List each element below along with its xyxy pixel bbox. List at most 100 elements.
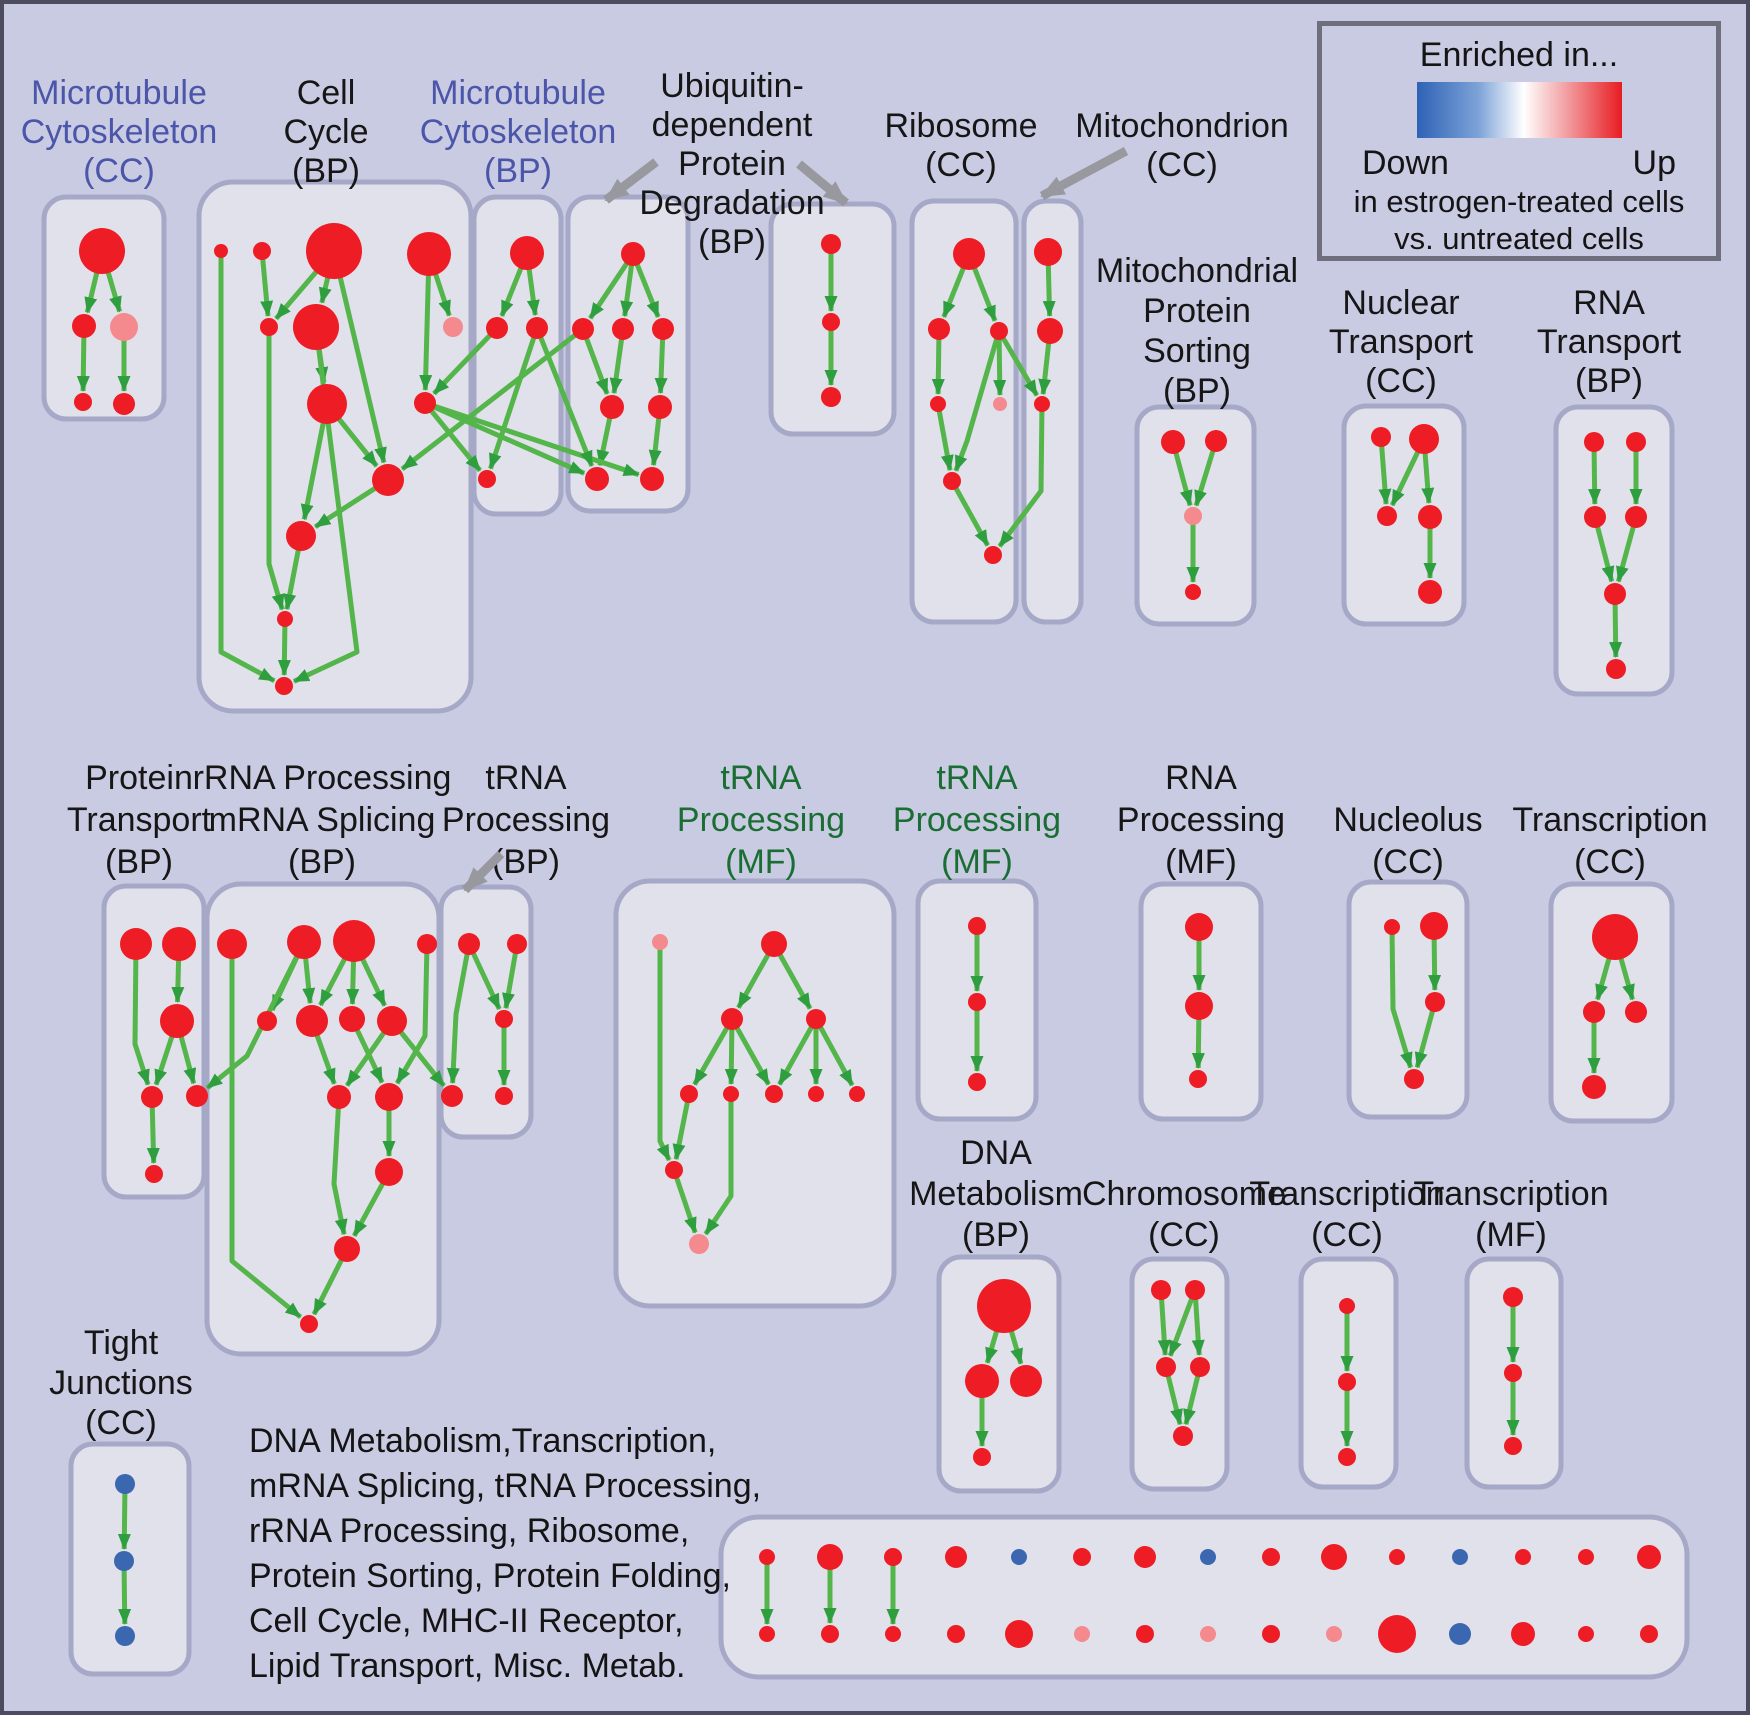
label-pointer-arrow [796,160,849,207]
go-term-node-prottrans-3 [141,1086,163,1108]
cluster-label-line: Nucleolus [1333,801,1482,839]
cluster-label-line: Cell [297,74,356,112]
cluster-label-line: Cytoskeleton [420,113,617,151]
cluster-label-line: RNA [1573,284,1645,322]
go-term-node-bottombox-28 [1637,1545,1661,1569]
cluster-box-mito [1021,198,1084,625]
go-term-node-ubiq-1 [572,318,594,340]
go-term-node-rnatrans-4 [1604,583,1626,605]
edge-arrow [1378,436,1392,505]
go-term-node-bottombox-24 [1515,1549,1531,1565]
go-term-node-ribosome-0 [953,238,985,270]
cluster-label-line: Cycle [283,113,368,151]
cluster-label-line: Protein [85,759,193,797]
edge-arrow [534,327,595,467]
cluster-label-line: mRNA Splicing [209,801,436,839]
cluster-label-line: (MF) [725,843,797,881]
cluster-label-line: rRNA Processing [193,759,452,797]
cluster-label-line: Mitochondrial [1096,252,1298,290]
edge-arrow [229,944,303,1319]
go-term-node-chromosome-1 [1185,1280,1205,1300]
go-term-node-trnamf2-1 [968,993,986,1011]
go-term-node-dnametab-2 [1010,1365,1042,1397]
go-term-node-nuctrans-0 [1371,427,1391,447]
legend: Enriched in... Down Up in estrogen-treat… [1317,21,1721,261]
edge-arrow [423,400,586,476]
go-term-node-prottrans-0 [120,928,152,960]
go-term-node-nuctrans-3 [1418,505,1442,529]
go-term-node-transmf-0 [1503,1287,1523,1307]
edge-arrow [488,327,540,470]
cluster-label-line: Junctions [49,1364,193,1402]
go-term-node-ubiq2-0 [821,234,841,254]
go-term-node-mtcc-0 [79,228,125,274]
go-term-node-nucleolus-0 [1384,919,1400,935]
go-term-node-dnametab-1 [965,1364,999,1398]
go-term-node-bottombox-27 [1578,1626,1594,1642]
go-term-node-nuctrans-1 [1409,424,1439,454]
edge-arrow [777,1017,819,1086]
edge-arrow [117,1483,131,1550]
cluster-label-rnamf: RNA Processing (MF) [1117,759,1285,881]
go-term-node-bottombox-7 [947,1625,965,1643]
note-line: DNA Metabolism,Transcription, [249,1422,717,1460]
edge-arrow [1414,1001,1438,1069]
go-term-node-nucleolus-1 [1420,912,1448,940]
cluster-label-mtbp: Microtubule Cytoskeleton (BP) [420,74,617,190]
go-term-node-bottombox-11 [1074,1626,1090,1642]
go-term-node-bottombox-6 [945,1546,967,1568]
go-term-node-ribosome-4 [993,397,1007,411]
edge-arrow [277,618,291,676]
label-pointer-arrow [1039,147,1129,200]
go-term-node-rrna-10 [375,1158,403,1186]
go-term-node-bottombox-18 [1321,1544,1347,1570]
edge-arrow [1389,926,1413,1069]
go-term-node-cellcycle-8 [414,392,436,414]
go-term-node-bottombox-8 [1011,1549,1027,1565]
edge-arrow [692,1017,735,1086]
cluster-label-line: (BP) [105,843,173,881]
cluster-box-rnatrans [1553,404,1675,697]
go-term-node-ubiq-5 [648,395,672,419]
go-term-node-rnatrans-2 [1584,506,1606,528]
go-term-node-bottombox-14 [1200,1549,1216,1565]
go-term-node-rrna-9 [375,1083,403,1111]
cluster-label-line: (CC) [925,146,997,184]
cluster-label-trnamf2: tRNA Processing (MF) [893,759,1061,881]
go-term-node-cellcycle-0 [214,244,228,258]
edge-arrow [466,942,502,1011]
cluster-label-line: (BP) [1163,372,1231,410]
go-term-node-cellcycle-9 [372,464,404,496]
go-term-node-bottombox-13 [1136,1625,1154,1643]
go-term-node-ubiq-3 [652,318,674,340]
cluster-label-trnamf1: tRNA Processing (MF) [677,759,845,881]
cluster-label-line: Protein [678,145,786,183]
cluster-label-line: (CC) [83,152,155,190]
go-term-node-mtbp-0 [510,236,544,270]
go-term-node-ribosome-1 [928,318,950,340]
go-term-node-prottrans-1 [162,927,196,961]
edge-arrow [292,326,360,684]
go-term-node-chromosome-3 [1190,1357,1210,1377]
edge-arrow [993,330,1007,396]
go-term-node-ribosome-6 [984,546,1002,564]
edge-arrow [703,1094,734,1236]
go-term-node-trnamf1-2 [721,1008,743,1030]
go-term-node-rrna-2 [333,920,375,962]
go-term-node-cellcycle-11 [277,611,293,627]
cluster-label-line: (BP) [1575,362,1643,400]
cluster-label-transcc3: Transcription (CC) [1249,1175,1444,1254]
note-line: Lipid Transport, Misc. Metab. [249,1647,686,1685]
go-term-node-tightjunc-2 [115,1626,135,1646]
go-term-node-nuctrans-2 [1377,506,1397,526]
go-term-node-bottombox-5 [885,1626,901,1642]
edge-arrow [1592,516,1615,583]
go-term-node-cellcycle-12 [275,677,293,695]
go-term-node-bottombox-1 [759,1626,775,1642]
go-term-node-transcc2-2 [1625,1001,1647,1023]
go-term-node-bottombox-21 [1378,1615,1416,1653]
cluster-box-bottombox [718,1514,1690,1680]
cluster-label-line: Degradation [639,184,824,222]
cluster-label-line: Transcription [1413,1175,1608,1213]
cluster-label-line: Metabolism [909,1175,1083,1213]
